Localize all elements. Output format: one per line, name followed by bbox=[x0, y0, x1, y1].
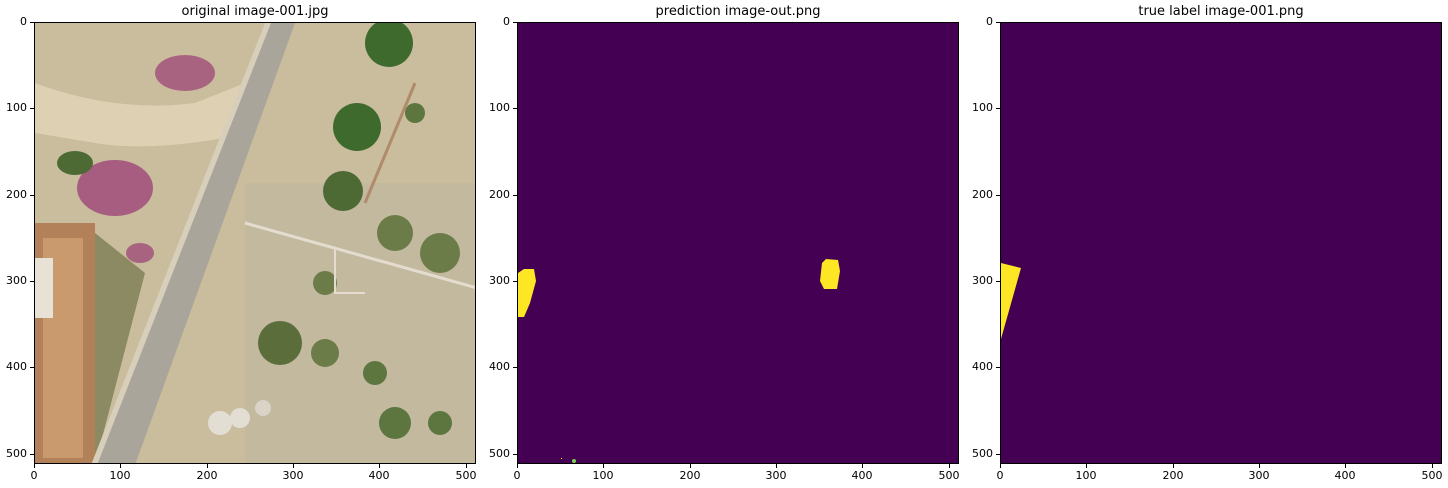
x-tick-label: 100 bbox=[583, 464, 623, 482]
y-tick-label: 500 bbox=[489, 448, 517, 460]
x-axis: 0 100 200 300 400 500 bbox=[997, 464, 1443, 488]
x-tick-label: 500 bbox=[446, 464, 486, 482]
y-axis: 0 100 200 300 400 500 bbox=[483, 16, 517, 464]
y-tick-label: 100 bbox=[489, 102, 517, 114]
x-tick-label: 300 bbox=[756, 464, 796, 482]
aerial-photo bbox=[35, 23, 475, 463]
original-image bbox=[34, 22, 476, 464]
panel-title: true label image-001.png bbox=[1138, 4, 1304, 19]
prediction-mask-image bbox=[518, 23, 958, 463]
panel-original: original image-001.jpg 0 100 200 300 400… bbox=[0, 0, 480, 488]
x-tick-label: 400 bbox=[842, 464, 882, 482]
y-tick-label: 400 bbox=[6, 361, 34, 373]
y-tick-label: 0 bbox=[503, 16, 517, 28]
y-tick-label: 100 bbox=[6, 102, 34, 114]
y-tick-label: 200 bbox=[489, 189, 517, 201]
x-tick-label: 0 bbox=[14, 464, 54, 482]
x-tick-label: 500 bbox=[1412, 464, 1448, 482]
x-tick-label: 100 bbox=[100, 464, 140, 482]
x-tick-label: 400 bbox=[1325, 464, 1365, 482]
x-tick-label: 0 bbox=[980, 464, 1020, 482]
x-axis: 0 100 200 300 400 500 bbox=[514, 464, 960, 488]
y-tick-label: 100 bbox=[972, 102, 1000, 114]
y-tick-label: 300 bbox=[6, 275, 34, 287]
predicted-speck bbox=[572, 459, 576, 463]
prediction-mask bbox=[517, 22, 959, 464]
y-tick-label: 0 bbox=[20, 16, 34, 28]
true-label-mask bbox=[1000, 22, 1442, 464]
y-tick-label: 200 bbox=[6, 189, 34, 201]
x-tick-label: 200 bbox=[187, 464, 227, 482]
y-tick-label: 0 bbox=[986, 16, 1000, 28]
y-axis: 0 100 200 300 400 500 bbox=[966, 16, 1000, 464]
x-axis: 0 100 200 300 400 500 bbox=[31, 464, 477, 488]
x-tick-label: 300 bbox=[1239, 464, 1279, 482]
x-tick-label: 200 bbox=[670, 464, 710, 482]
panel-title: original image-001.jpg bbox=[181, 4, 329, 19]
x-tick-label: 300 bbox=[273, 464, 313, 482]
x-tick-label: 100 bbox=[1066, 464, 1106, 482]
predicted-region bbox=[820, 259, 840, 289]
y-tick-label: 500 bbox=[6, 448, 34, 460]
x-tick-label: 200 bbox=[1153, 464, 1193, 482]
y-tick-label: 200 bbox=[972, 189, 1000, 201]
labeled-region bbox=[1001, 263, 1021, 339]
y-tick-label: 500 bbox=[972, 448, 1000, 460]
panel-title: prediction image-out.png bbox=[655, 4, 821, 19]
y-tick-label: 300 bbox=[489, 275, 517, 287]
y-axis: 0 100 200 300 400 500 bbox=[0, 16, 34, 464]
y-tick-label: 300 bbox=[972, 275, 1000, 287]
predicted-region bbox=[518, 269, 536, 317]
y-tick-label: 400 bbox=[972, 361, 1000, 373]
true-label-mask-image bbox=[1001, 23, 1441, 463]
panel-prediction: prediction image-out.png 0 100 200 300 4… bbox=[483, 0, 963, 488]
x-tick-label: 400 bbox=[359, 464, 399, 482]
y-tick-label: 400 bbox=[489, 361, 517, 373]
x-tick-label: 0 bbox=[497, 464, 537, 482]
panel-true-label: true label image-001.png 0 100 200 300 4… bbox=[966, 0, 1446, 488]
x-tick-label: 500 bbox=[929, 464, 969, 482]
